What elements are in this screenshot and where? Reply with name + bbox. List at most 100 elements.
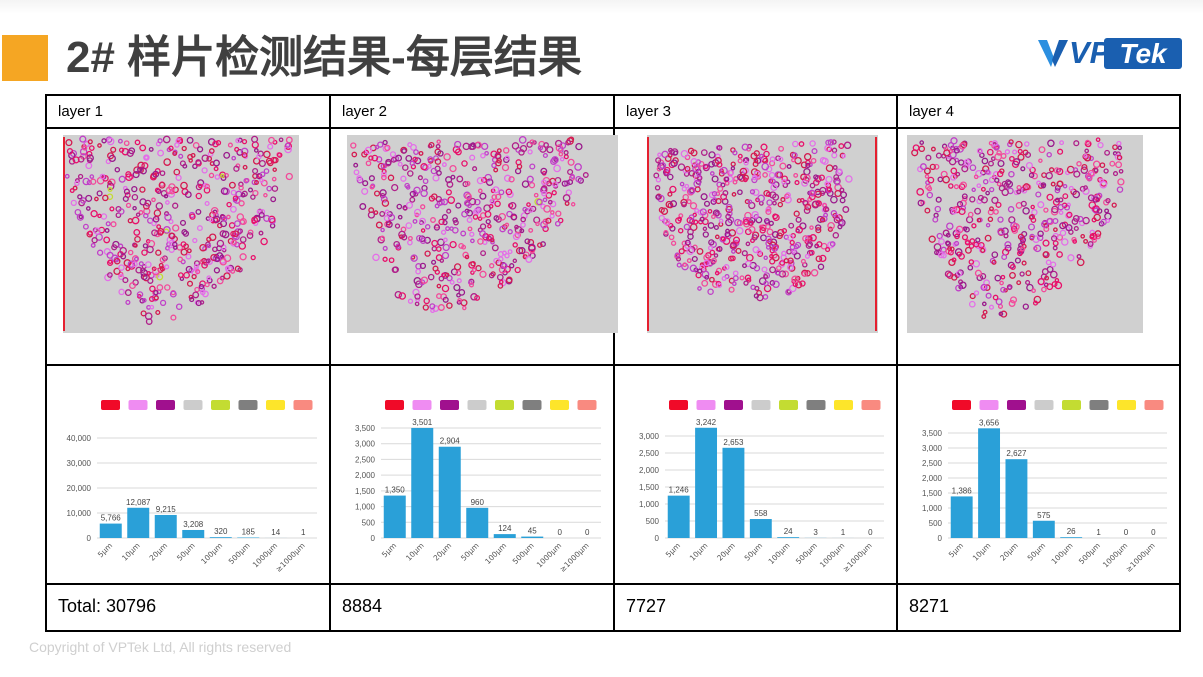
- defect-dot: [912, 144, 920, 152]
- defect-dot: [514, 231, 522, 239]
- defect-dot: [492, 186, 500, 194]
- defect-dot: [963, 226, 970, 233]
- defect-dot: [811, 200, 820, 209]
- legend-swatch: [806, 400, 826, 410]
- bar-value-label: 0: [585, 528, 590, 537]
- y-tick-label: 1,500: [922, 489, 943, 498]
- defect-dot: [791, 152, 798, 159]
- defect-dot: [122, 195, 129, 202]
- defect-dot: [1115, 161, 1123, 169]
- bar-value-label: 1: [1096, 528, 1101, 537]
- defect-dot: [1019, 271, 1025, 277]
- defect-dot: [131, 185, 138, 193]
- defect-dot: [457, 297, 463, 303]
- defect-dot: [383, 215, 390, 222]
- bar: [777, 537, 800, 538]
- defect-dot: [542, 218, 549, 225]
- y-tick-label: 2,500: [639, 449, 660, 458]
- defect-dot: [214, 174, 221, 180]
- defect-dot: [574, 163, 582, 171]
- defect-dot: [559, 156, 565, 162]
- defect-dot: [769, 160, 776, 167]
- defect-dot: [470, 293, 478, 301]
- defect-dot: [103, 236, 111, 244]
- defect-dot: [208, 148, 215, 154]
- defect-dot: [776, 232, 783, 240]
- defect-dot: [456, 278, 462, 284]
- defect-dot: [778, 145, 785, 152]
- defect-dot: [659, 162, 667, 169]
- defect-dot: [420, 228, 426, 233]
- defect-dot: [687, 233, 694, 240]
- y-tick-label: 2,500: [355, 455, 376, 464]
- defect-dot: [238, 200, 245, 207]
- defect-dot: [945, 240, 951, 246]
- defect-dot: [815, 227, 822, 234]
- defect-dot: [726, 175, 734, 183]
- defect-dot: [998, 311, 1004, 317]
- defect-dot: [126, 149, 134, 157]
- defect-dot: [447, 196, 456, 204]
- defect-dot: [795, 226, 804, 234]
- y-tick-label: 3,500: [355, 424, 376, 433]
- bar-value-label: 5,766: [101, 514, 122, 523]
- defect-dot: [756, 249, 762, 255]
- defect-dot: [198, 283, 205, 290]
- defect-dot: [663, 218, 671, 226]
- bar-value-label: 0: [868, 528, 873, 537]
- bar: [411, 427, 434, 538]
- defect-dot: [253, 148, 259, 153]
- defect-dot: [775, 155, 781, 162]
- defect-dot: [464, 193, 472, 200]
- defect-dot: [774, 171, 782, 179]
- defect-dot: [795, 216, 802, 223]
- defect-dot: [374, 144, 380, 150]
- defect-dot: [948, 157, 957, 166]
- defect-dot: [213, 267, 221, 274]
- defect-dot: [157, 228, 165, 235]
- defect-dot: [1008, 139, 1014, 145]
- defect-dot: [414, 293, 421, 300]
- defect-dot: [196, 225, 203, 232]
- defect-dot: [1017, 233, 1025, 240]
- defect-dot: [271, 185, 279, 192]
- table-divider: [47, 364, 1179, 366]
- defect-dot: [154, 187, 160, 193]
- defect-dot: [1068, 185, 1074, 191]
- defect-dot: [658, 214, 665, 222]
- defect-dot: [1050, 261, 1057, 268]
- defect-dot: [936, 232, 943, 240]
- defect-dot: [697, 268, 703, 274]
- defect-dot: [991, 259, 997, 265]
- legend-swatch: [577, 400, 597, 410]
- defect-dot: [372, 253, 380, 262]
- defect-dot: [518, 136, 527, 144]
- defect-dot: [384, 209, 390, 215]
- defect-dot: [157, 149, 165, 157]
- defect-dot: [1042, 251, 1050, 259]
- defect-dot: [845, 175, 853, 183]
- defect-dot: [430, 217, 436, 223]
- defect-dot: [488, 272, 495, 279]
- defect-dot: [391, 183, 399, 192]
- y-tick-label: 500: [646, 517, 660, 526]
- defect-dot: [759, 227, 766, 234]
- defect-dot: [919, 163, 927, 171]
- defect-dot: [127, 249, 134, 256]
- defect-dot: [1082, 187, 1090, 195]
- defect-dot: [159, 299, 167, 307]
- defect-dot: [703, 259, 710, 267]
- legend-swatch: [293, 400, 313, 410]
- defect-dot: [144, 155, 149, 160]
- defect-dot: [1073, 225, 1079, 232]
- defect-dot: [1056, 251, 1063, 258]
- defect-dot: [1099, 178, 1104, 184]
- defect-dot: [670, 240, 677, 246]
- defect-dot: [1031, 172, 1038, 180]
- defect-dot: [1057, 204, 1064, 211]
- bar-value-label: 2,653: [723, 438, 744, 447]
- defect-dot: [657, 194, 665, 203]
- layer-total: 8271: [909, 596, 950, 616]
- defect-dot: [762, 172, 768, 178]
- defect-dot: [1081, 163, 1088, 171]
